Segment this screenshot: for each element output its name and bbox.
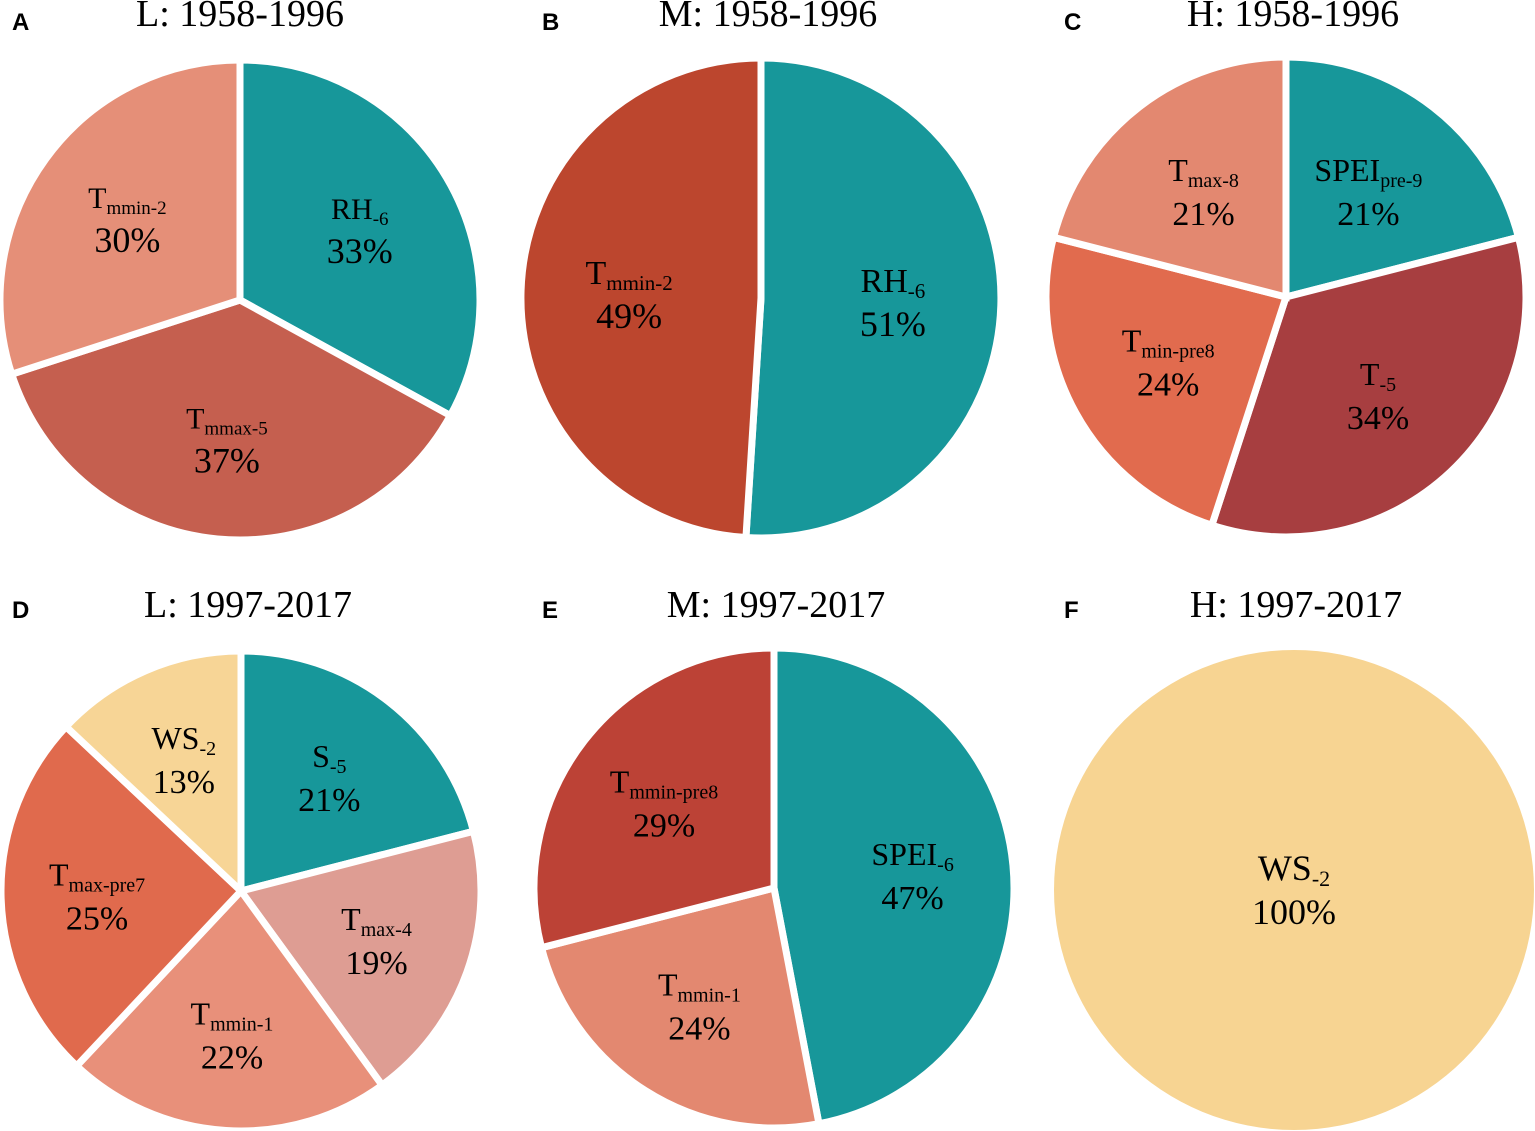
panel-d-title: L: 1997-2017 xyxy=(144,584,352,626)
panel-f-slice-0-name: WS-2 xyxy=(1258,848,1330,891)
panel-b-pie: RH-651% Tmmin-249% xyxy=(517,54,1005,542)
panel-d-pie: S-5 21% Tmax-4 19% Tmmin-1 22% Tmax-pre7 25% WS-… xyxy=(0,647,485,1131)
panel-a-slice-1-name: Tmmax-5 xyxy=(186,403,268,440)
panel-c-slice-0 xyxy=(1282,53,1523,302)
panel-a-slice-2-percent: 30% xyxy=(94,220,160,260)
panel-a-slice-0-percent: 33% xyxy=(327,231,393,271)
panel-e-slice-0 xyxy=(770,644,1018,1128)
panel-d-slice-3 xyxy=(0,721,246,1071)
panel-e-title: M: 1997-2017 xyxy=(667,584,886,626)
panel-d-slice-1-percent: 19% xyxy=(345,945,407,982)
panel-d-slice-4 xyxy=(61,647,245,900)
panel-a-title: L: 1958-1996 xyxy=(136,0,344,35)
panel-c-pie: SPEIpre-9 21% T-5 34% Tmin-pre8 24% Tmax-8 21% xyxy=(1042,53,1530,541)
panel-c-slice-3-name: Tmax-8 xyxy=(1168,152,1239,192)
panel-f-slice-0-percent: 100% xyxy=(1252,892,1336,932)
panel-d-slice-0 xyxy=(237,647,478,896)
panel-a-slice-1 xyxy=(7,296,456,544)
panel-b-slice-0-name: RH-6 xyxy=(861,263,926,303)
panel-a-slice-0-name: RH-6 xyxy=(331,193,389,230)
panel-b-slice-1-name: Tmmin-2 xyxy=(585,255,672,295)
panel-e-pie: SPEI-6 47% Tmmin-1 24% Tmmin-pre8 29% xyxy=(530,644,1018,1131)
panel-c-slice-3-percent: 21% xyxy=(1172,196,1234,233)
panel-a-letter: A xyxy=(12,9,29,36)
panel-c-letter: C xyxy=(1064,9,1081,36)
panel-c-slice-0-name: SPEIpre-9 xyxy=(1314,152,1422,192)
panel-c-slice-1-percent: 34% xyxy=(1347,400,1409,437)
panel-d-letter: D xyxy=(12,597,29,624)
panel-b: B M: 1958-1996 RH-651% Tmmin-249% xyxy=(517,0,1005,542)
panel-b-letter: B xyxy=(542,9,559,36)
panel-f-title: H: 1997-2017 xyxy=(1190,584,1402,626)
panel-d-slice-2-percent: 22% xyxy=(201,1040,263,1077)
panel-d-slice-4-name: WS-2 xyxy=(151,720,216,760)
panel-a-slice-2 xyxy=(0,56,244,379)
panel-d: D L: 1997-2017 S-5 21% Tmax-4 19% Tmmin-1 22%… xyxy=(0,584,485,1131)
panel-f-letter: F xyxy=(1064,597,1079,624)
panel-d-slice-0-percent: 21% xyxy=(298,782,360,819)
panel-e-slice-1-percent: 24% xyxy=(668,1011,730,1048)
panel-a: A L: 1958-1996 RH-633% Tmmax-537% Tmmin-23… xyxy=(0,0,484,544)
panel-e-slice-2-percent: 29% xyxy=(633,808,695,845)
panel-e-slice-2 xyxy=(530,644,778,952)
panel-b-title: M: 1958-1996 xyxy=(659,0,878,35)
panel-c-slice-2-name: Tmin-pre8 xyxy=(1122,323,1215,363)
panel-d-slice-3-name: Tmax-pre7 xyxy=(49,857,145,897)
panel-e-slice-0-percent: 47% xyxy=(881,880,943,917)
panel-b-slice-1 xyxy=(517,54,765,542)
panel-e-letter: E xyxy=(542,597,558,624)
panel-e-slice-2-name: Tmmin-pre8 xyxy=(610,764,718,804)
panel-c-slice-0-percent: 21% xyxy=(1337,196,1399,233)
panel-a-slice-2-name: Tmmin-2 xyxy=(88,182,166,219)
panel-c-slice-1-name: T-5 xyxy=(1360,356,1396,396)
panel-c-slice-2 xyxy=(1042,233,1291,530)
panel-d-slice-0-name: S-5 xyxy=(312,738,346,778)
panel-a-slice-0 xyxy=(236,56,484,421)
panel-c: C H: 1958-1996 SPEIpre-9 21% T-5 34% Tmin-pr… xyxy=(1042,0,1530,541)
panel-b-slice-1-percent: 49% xyxy=(596,296,662,336)
panel-a-slice-1-percent: 37% xyxy=(194,441,260,481)
panel-b-slice-0 xyxy=(742,54,1005,542)
panel-f-slice-0 xyxy=(1054,650,1534,1130)
panel-c-slice-2-percent: 24% xyxy=(1137,367,1199,404)
panel-b-slice-0-percent: 51% xyxy=(860,304,926,344)
panel-d-slice-3-percent: 25% xyxy=(66,901,128,938)
panel-c-slice-3 xyxy=(1049,53,1290,302)
panel-e-slice-1 xyxy=(537,883,824,1131)
panel-c-title: H: 1958-1996 xyxy=(1187,0,1399,35)
panel-e-slice-1-name: Tmmin-1 xyxy=(658,967,741,1007)
panel-e-slice-0-name: SPEI-6 xyxy=(871,836,953,876)
panel-d-slice-2-name: Tmmin-1 xyxy=(191,996,274,1036)
panel-c-slice-1 xyxy=(1207,233,1530,541)
panel-d-slice-4-percent: 13% xyxy=(153,764,215,801)
panel-d-slice-1 xyxy=(235,827,485,1091)
panel-e: E M: 1997-2017 SPEI-6 47% Tmmin-1 24% Tmmin-… xyxy=(530,584,1018,1131)
panel-d-slice-1-name: Tmax-4 xyxy=(341,901,412,941)
panel-a-pie: RH-633% Tmmax-537% Tmmin-230% xyxy=(0,56,484,544)
